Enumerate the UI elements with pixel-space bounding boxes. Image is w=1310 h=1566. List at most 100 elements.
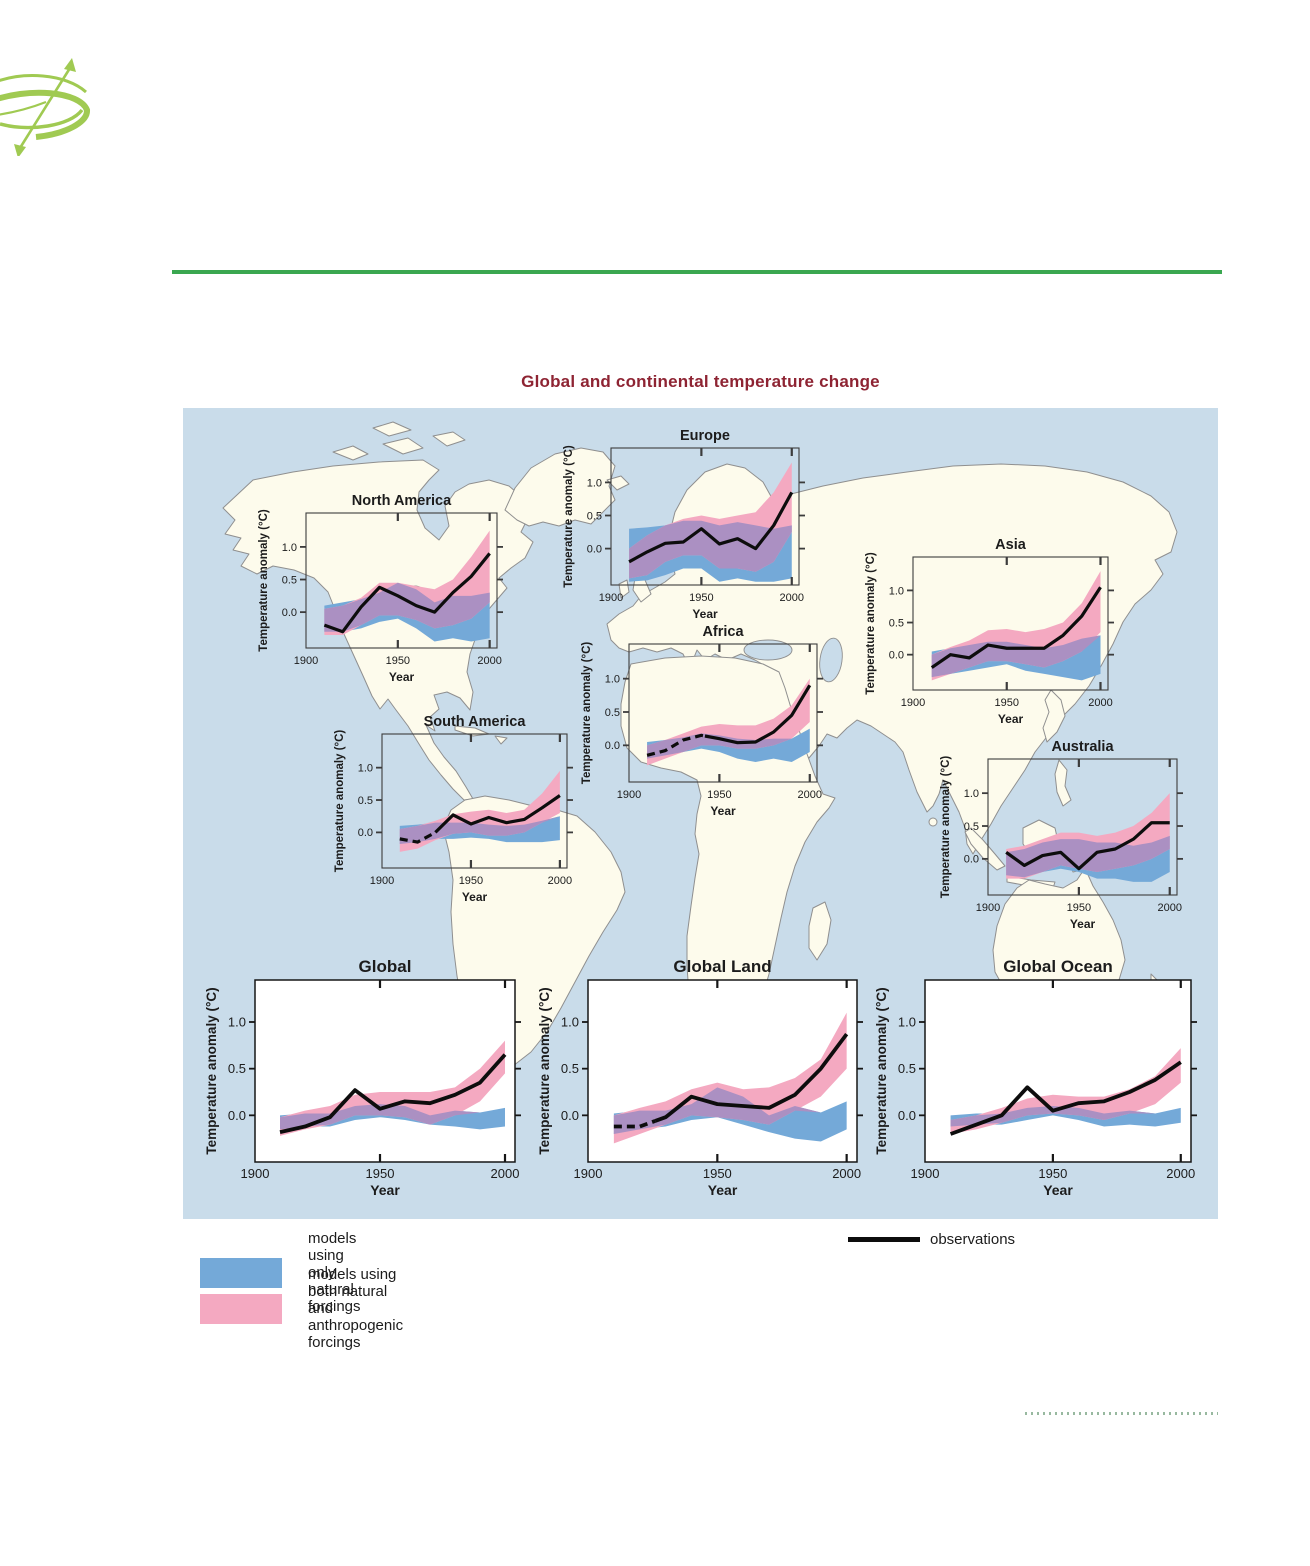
svg-text:0.5: 0.5 [889, 617, 904, 629]
svg-text:Year: Year [708, 1182, 738, 1198]
svg-text:1.0: 1.0 [587, 477, 602, 489]
chart-panel-europe: 1.0 0.5 0.0 1900 1950 2000 Year Temperature ano… [563, 428, 805, 621]
svg-text:1950: 1950 [459, 875, 483, 887]
svg-text:0.0: 0.0 [228, 1108, 246, 1123]
svg-text:1950: 1950 [995, 697, 1019, 709]
svg-text:1950: 1950 [707, 789, 731, 801]
svg-text:1.0: 1.0 [605, 674, 620, 686]
bottom-dotted-rule [1025, 1412, 1218, 1415]
svg-text:0.5: 0.5 [228, 1061, 246, 1076]
black-sea [743, 639, 793, 661]
svg-text:North America: North America [352, 493, 452, 509]
svg-text:Australia: Australia [1051, 739, 1114, 755]
chart-panel-south-america: 1.0 0.5 0.0 1900 1950 2000 Year Temperature ano… [334, 714, 573, 904]
svg-text:2000: 2000 [1166, 1166, 1195, 1181]
svg-text:Asia: Asia [995, 537, 1027, 553]
svg-text:Africa: Africa [702, 624, 744, 640]
caspian-sea [819, 637, 843, 683]
svg-text:1.0: 1.0 [228, 1015, 246, 1030]
svg-text:0.0: 0.0 [282, 607, 297, 619]
philippines [1054, 759, 1072, 807]
svg-text:2000: 2000 [832, 1166, 861, 1181]
svg-text:1900: 1900 [911, 1166, 940, 1181]
svg-text:1900: 1900 [370, 875, 394, 887]
chart-panel-asia: 1.0 0.5 0.0 1900 1950 2000 Year Temperature ano… [865, 537, 1114, 726]
svg-text:0.5: 0.5 [964, 821, 979, 833]
svg-text:1900: 1900 [294, 655, 318, 667]
svg-text:1900: 1900 [241, 1166, 270, 1181]
svg-text:Temperature anomaly (°C): Temperature anomaly (°C) [258, 509, 270, 652]
legend-observations-label: observations [930, 1231, 1016, 1248]
svg-text:Temperature anomaly (°C): Temperature anomaly (°C) [874, 987, 889, 1154]
svg-text:Europe: Europe [680, 428, 730, 444]
figure-title: Global and continental temperature chang… [521, 372, 880, 391]
top-divider-rule [172, 270, 1222, 274]
legend-combined-swatch [200, 1293, 282, 1324]
svg-text:2000: 2000 [798, 789, 822, 801]
arctic-islands [332, 421, 466, 461]
svg-text:1.0: 1.0 [889, 585, 904, 597]
svg-text:Temperature anomaly (°C): Temperature anomaly (°C) [940, 756, 952, 899]
svg-text:Temperature anomaly (°C): Temperature anomaly (°C) [865, 552, 877, 695]
legend-observations-line [848, 1237, 920, 1242]
chart-panel-global-ocean: 1.0 0.5 0.0 1900 1950 2000 Year Temperature ano… [874, 958, 1197, 1198]
svg-text:2000: 2000 [1088, 697, 1112, 709]
svg-text:1.0: 1.0 [898, 1015, 916, 1030]
svg-text:1950: 1950 [1038, 1166, 1067, 1181]
svg-text:1.0: 1.0 [282, 542, 297, 554]
svg-text:0.0: 0.0 [587, 543, 602, 555]
svg-text:Year: Year [710, 804, 736, 818]
svg-text:1950: 1950 [386, 655, 410, 667]
svg-text:2000: 2000 [491, 1166, 520, 1181]
chart-panel-global: 1.0 0.5 0.0 1900 1950 2000 Year Temperature ano… [204, 958, 521, 1198]
svg-text:Year: Year [692, 607, 718, 621]
svg-text:0.0: 0.0 [358, 827, 373, 839]
svg-text:Global Ocean: Global Ocean [1003, 958, 1113, 976]
svg-text:1900: 1900 [599, 592, 623, 604]
svg-text:0.5: 0.5 [587, 510, 602, 522]
svg-text:1900: 1900 [574, 1166, 603, 1181]
svg-text:Temperature anomaly (°C): Temperature anomaly (°C) [581, 642, 593, 785]
legend-combined-label: models using both natural and anthropoge… [308, 1266, 404, 1351]
svg-text:1950: 1950 [689, 592, 713, 604]
svg-text:Year: Year [389, 670, 415, 684]
svg-text:0.0: 0.0 [889, 650, 904, 662]
svg-text:2000: 2000 [780, 592, 804, 604]
legend-natural-label: models using only natural forcings [308, 1230, 361, 1315]
caribbean-islands [454, 725, 508, 745]
svg-text:0.0: 0.0 [605, 740, 620, 752]
svg-text:Year: Year [998, 712, 1024, 726]
svg-text:0.0: 0.0 [561, 1108, 579, 1123]
svg-text:1.0: 1.0 [358, 763, 373, 775]
organization-logo-swoosh [0, 58, 90, 156]
svg-text:Year: Year [370, 1182, 400, 1198]
svg-text:1.0: 1.0 [561, 1015, 579, 1030]
svg-text:Global Land: Global Land [673, 958, 771, 976]
madagascar [808, 901, 832, 961]
svg-text:1900: 1900 [976, 902, 1000, 914]
sri-lanka [928, 817, 938, 827]
svg-text:Year: Year [1043, 1182, 1073, 1198]
svg-text:Year: Year [1070, 917, 1096, 931]
chart-panel-australia: 1.0 0.5 0.0 1900 1950 2000 Year Temperature ano… [940, 739, 1183, 931]
svg-text:Temperature anomaly (°C): Temperature anomaly (°C) [204, 987, 219, 1154]
svg-text:1950: 1950 [366, 1166, 395, 1181]
svg-text:0.5: 0.5 [561, 1061, 579, 1076]
legend-combined-row: models using both natural and anthropoge… [200, 1266, 403, 1351]
svg-text:1950: 1950 [703, 1166, 732, 1181]
iceland [606, 475, 630, 491]
svg-text:2000: 2000 [477, 655, 501, 667]
svg-text:0.0: 0.0 [898, 1108, 916, 1123]
figure-map-panel: 1.0 0.5 0.0 1900 1950 2000 Year Temperature ano… [183, 408, 1218, 1219]
svg-text:South America: South America [424, 714, 527, 730]
svg-text:Global: Global [359, 958, 412, 976]
svg-text:0.5: 0.5 [282, 574, 297, 586]
svg-text:2000: 2000 [1157, 902, 1181, 914]
svg-text:1900: 1900 [901, 697, 925, 709]
chart-panel-africa: 1.0 0.5 0.0 1900 1950 2000 Year Temperature ano… [581, 624, 823, 818]
svg-text:0.5: 0.5 [898, 1061, 916, 1076]
svg-text:0.0: 0.0 [964, 854, 979, 866]
chart-panel-north-america: 1.0 0.5 0.0 1900 1950 2000 Year Temperature ano… [258, 493, 503, 684]
greenland [504, 447, 616, 527]
svg-text:0.5: 0.5 [605, 707, 620, 719]
